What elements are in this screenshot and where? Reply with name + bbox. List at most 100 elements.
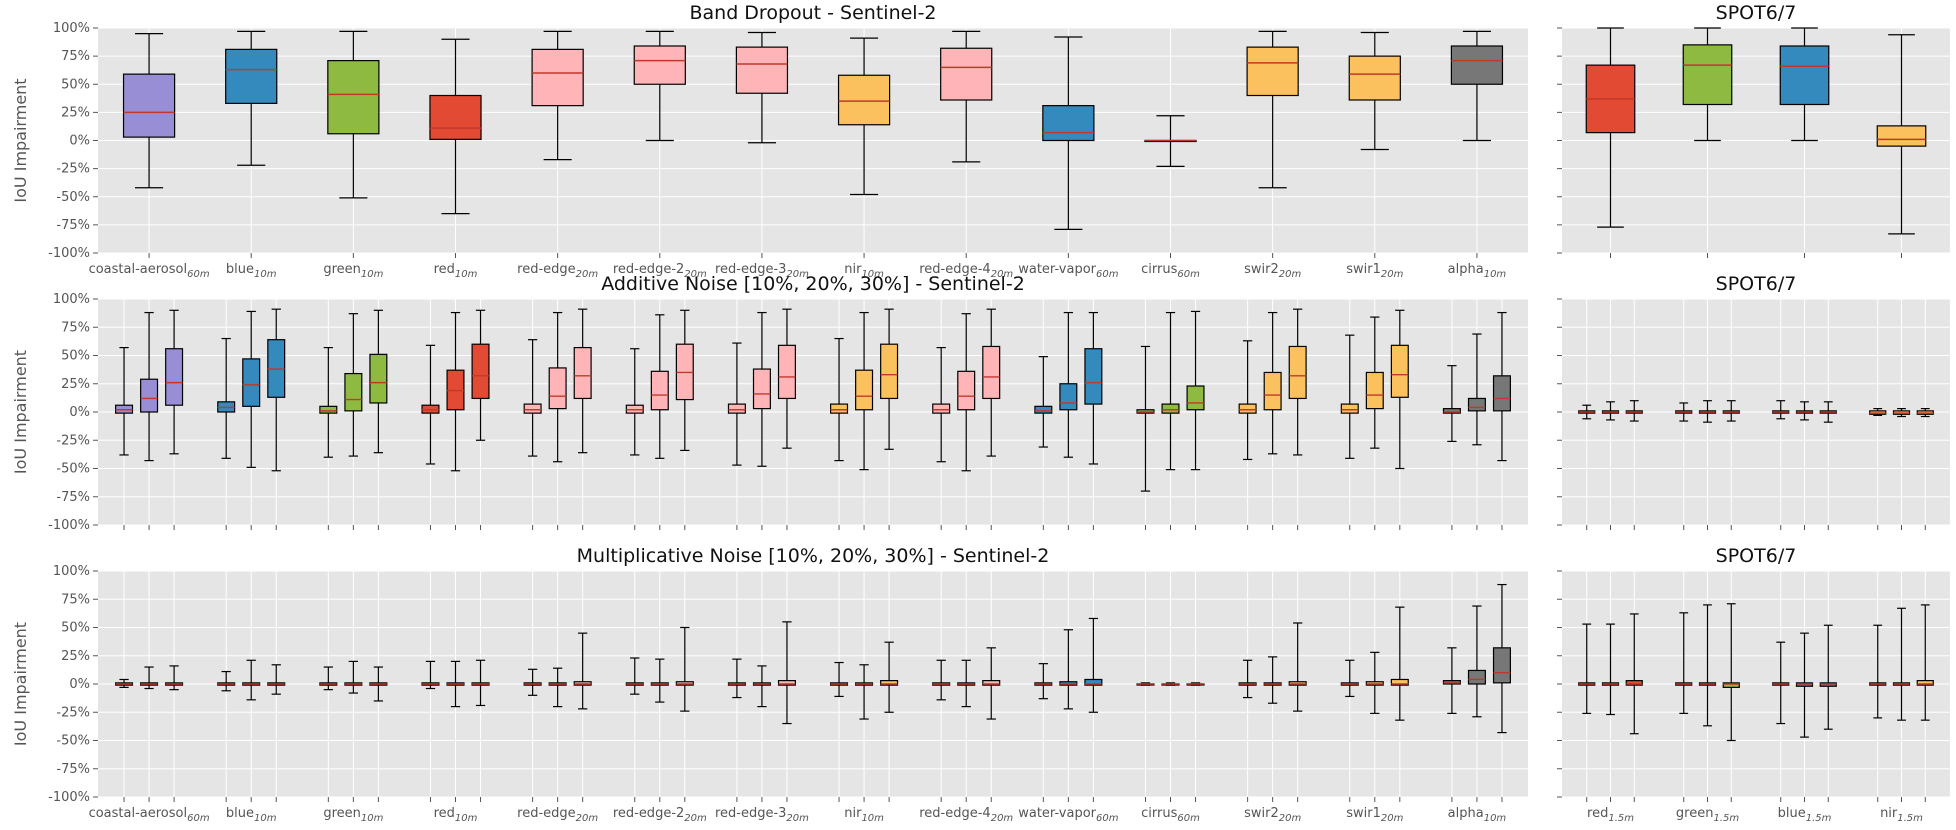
box-11-2 [1288,622,1307,712]
y-tick-label: -100% [48,518,90,533]
box-2-1 [344,313,363,457]
box-iqr [344,372,363,412]
box-10-0 [1136,682,1155,686]
x-tick-label: coastal-aerosol60m [89,262,210,280]
box-iqr [735,46,789,94]
box-4-0 [523,339,542,457]
box-6-0 [727,342,746,466]
chart-title: Additive Noise [10%, 20%, 30%] - Sentine… [601,273,1025,295]
box-2-0 [327,30,380,199]
box-iqr [429,94,482,140]
box-8-2 [982,647,1001,720]
y-tick-label: 50% [61,77,90,92]
box-7-1 [855,664,874,720]
box-3-0 [421,660,440,690]
box-iqr [471,343,490,400]
x-tick-label: coastal-aerosol60m [89,806,210,824]
box-iqr [225,48,278,104]
box-8-0 [932,659,951,701]
box-2-1 [344,660,363,694]
x-tick-label: red10m [434,262,478,280]
box-iqr [1059,383,1078,411]
box-3-0 [421,344,440,465]
box-iqr [122,73,176,138]
box-11-0 [1246,30,1299,189]
box-iqr [1450,45,1504,85]
box-iqr [932,403,951,414]
box-4-2 [573,308,592,454]
box-3-1 [1892,607,1911,721]
box-13-0 [1450,30,1504,142]
box-iqr [242,358,261,407]
box-iqr [1161,403,1180,414]
box-6-2 [777,308,796,449]
box-7-2 [880,308,899,450]
box-9-2 [1084,311,1103,465]
box-6-0 [727,658,746,699]
box-9-0 [1034,663,1053,700]
box-7-2 [880,641,899,713]
box-0-1 [1601,623,1620,716]
box-iqr [1084,348,1103,405]
box-3-0 [1869,624,1887,719]
x-tick-label: blue1.5m [1778,806,1832,824]
y-tick-label: 25% [61,105,90,120]
box-11-1 [1263,656,1282,704]
box-5-2 [675,626,694,712]
y-tick-label: -75% [56,218,90,233]
x-tick-label: red-edge-420m [919,262,1013,280]
box-10-1 [1161,311,1180,471]
box-iqr [1442,408,1461,414]
x-tick-label: swir220m [1244,262,1301,280]
box-2-0 [1779,27,1830,142]
box-5-1 [650,314,669,459]
box-4-1 [548,311,567,463]
box-iqr [548,367,567,410]
panel-0: 100% 75% 50% 25% 0% -25% -50% -75% -100%coastal-… [11,2,1528,280]
box-iqr [940,47,993,101]
box-3-2 [1916,604,1934,721]
x-tick-label: swir120m [1346,806,1403,824]
y-tick-label: -75% [56,490,90,505]
y-tick-label: 0% [69,134,90,149]
y-axis-label: IoU Impairment [11,622,30,746]
box-2-2 [369,309,388,454]
panel-4: 100% 75% 50% 25% 0% -25% -50% -75% -100%coastal-… [11,545,1528,824]
box-6-0 [735,31,789,144]
box-2-0 [1772,400,1790,420]
box-iqr [1779,45,1830,106]
chart-title: Band Dropout - Sentinel-2 [689,2,936,24]
box-1-1 [1698,400,1717,423]
x-tick-label: red-edge20m [517,262,598,280]
box-3-0 [1876,34,1927,235]
box-2-2 [369,666,388,702]
box-iqr [982,345,1001,400]
y-tick-label: 0% [69,677,90,692]
x-tick-label: green10m [323,262,383,280]
panel-2: 100% 75% 50% 25% 0% -25% -50% -75% -100% Additive… [11,273,1528,533]
chart-title: SPOT6/7 [1716,545,1797,567]
box-iqr [650,370,669,411]
y-tick-label: 75% [61,49,90,64]
box-iqr [855,369,874,411]
box-iqr [319,405,338,414]
x-tick-label: alpha10m [1448,262,1507,280]
box-iqr [1492,647,1511,684]
box-0-2 [1625,613,1643,735]
y-tick-label: -50% [56,462,90,477]
panel-3: SPOT6/7 [1557,273,1950,530]
box-iqr [369,353,388,404]
box-3-1 [446,311,465,472]
box-iqr [982,680,1001,686]
box-1-1 [1698,604,1717,727]
x-tick-label: swir120m [1346,262,1403,280]
box-0-0 [1578,623,1596,714]
box-13-1 [1467,605,1486,718]
y-tick-label: 75% [61,320,90,335]
x-tick-label: cirrus60m [1141,806,1200,824]
box-8-2 [982,308,1001,457]
box-7-0 [830,661,849,698]
box-13-1 [1467,333,1486,446]
box-1-2 [267,308,286,472]
y-tick-label: -100% [48,246,90,261]
